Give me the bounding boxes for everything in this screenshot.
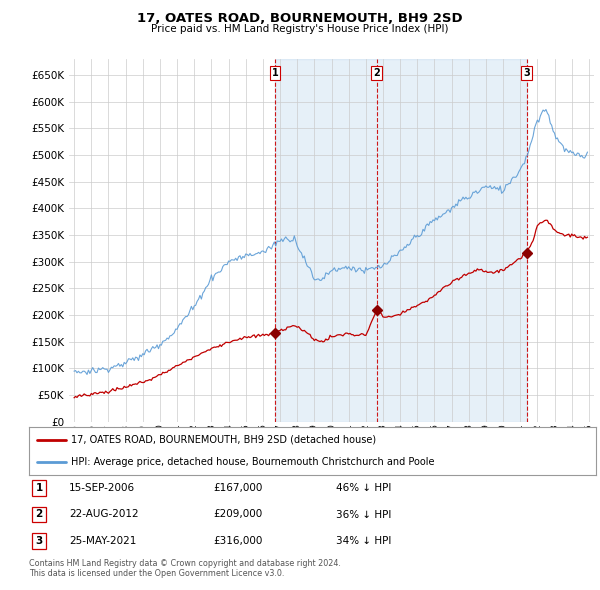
Text: 3: 3 — [523, 68, 530, 78]
Bar — [275, 59, 527, 422]
Text: 25-MAY-2021: 25-MAY-2021 — [69, 536, 136, 546]
Text: 17, OATES ROAD, BOURNEMOUTH, BH9 2SD: 17, OATES ROAD, BOURNEMOUTH, BH9 2SD — [137, 12, 463, 25]
Text: £209,000: £209,000 — [213, 510, 262, 519]
Text: 17, OATES ROAD, BOURNEMOUTH, BH9 2SD (detached house): 17, OATES ROAD, BOURNEMOUTH, BH9 2SD (de… — [71, 435, 376, 445]
Text: 3: 3 — [35, 536, 43, 546]
Text: 1: 1 — [272, 68, 278, 78]
Text: £167,000: £167,000 — [213, 483, 262, 493]
Text: 2: 2 — [35, 510, 43, 519]
Text: 1: 1 — [35, 483, 43, 493]
Text: 15-SEP-2006: 15-SEP-2006 — [69, 483, 135, 493]
Text: 2: 2 — [373, 68, 380, 78]
Text: Price paid vs. HM Land Registry's House Price Index (HPI): Price paid vs. HM Land Registry's House … — [151, 24, 449, 34]
Text: 34% ↓ HPI: 34% ↓ HPI — [336, 536, 391, 546]
Text: HPI: Average price, detached house, Bournemouth Christchurch and Poole: HPI: Average price, detached house, Bour… — [71, 457, 435, 467]
Text: 22-AUG-2012: 22-AUG-2012 — [69, 510, 139, 519]
Text: 46% ↓ HPI: 46% ↓ HPI — [336, 483, 391, 493]
Text: Contains HM Land Registry data © Crown copyright and database right 2024.: Contains HM Land Registry data © Crown c… — [29, 559, 341, 568]
Text: This data is licensed under the Open Government Licence v3.0.: This data is licensed under the Open Gov… — [29, 569, 284, 578]
Text: 36% ↓ HPI: 36% ↓ HPI — [336, 510, 391, 519]
Text: £316,000: £316,000 — [213, 536, 262, 546]
